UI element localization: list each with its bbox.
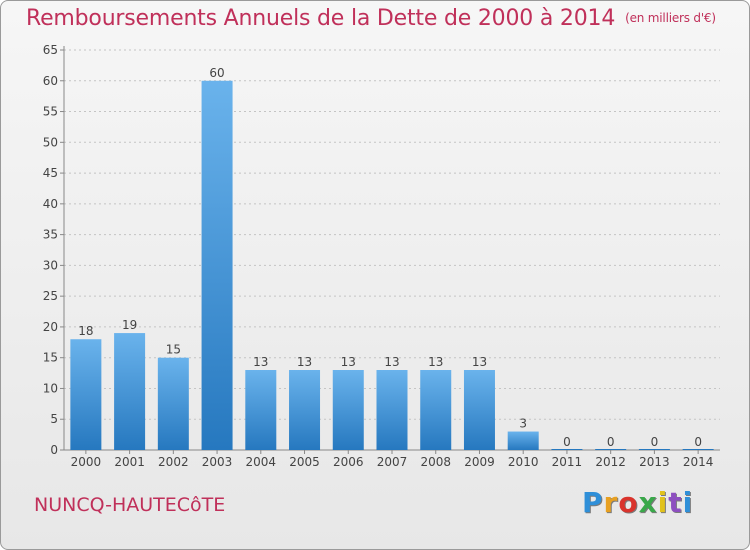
x-tick-label: 2013 [639,455,670,469]
y-tick-label: 10 [43,381,58,395]
bar [114,333,146,450]
x-tick-label: 2001 [114,455,145,469]
data-label: 13 [341,355,356,369]
x-tick-label: 2014 [683,455,714,469]
y-tick-label: 25 [43,289,58,303]
y-tick-label: 45 [43,166,58,180]
data-label: 13 [297,355,312,369]
data-labels: 18 19 15 60 13 13 13 13 13 13 3 0 0 0 0 [78,66,702,449]
x-tick-label: 2008 [420,455,451,469]
data-label: 0 [651,435,659,449]
y-tick-label: 15 [43,351,58,365]
bar [70,339,102,450]
chart-title: Remboursements Annuels de la Dette de 20… [26,6,716,31]
logo-letter: P [582,486,604,519]
data-label: 0 [694,435,702,449]
logo-letter: i [682,486,694,519]
x-tick-label: 2009 [464,455,495,469]
logo-letter: t [668,486,683,519]
logo-letter: o [618,486,639,519]
x-tick-label: 2006 [333,455,364,469]
data-label: 3 [519,417,527,431]
x-tick-label: 2005 [289,455,320,469]
y-tick-label: 50 [43,135,58,149]
data-label: 13 [384,355,399,369]
data-label: 13 [253,355,268,369]
chart-title-unit: (en milliers d'€) [625,11,716,25]
data-label: 13 [428,355,443,369]
y-tick-label: 35 [43,228,58,242]
y-tick-label: 55 [43,105,58,119]
bar [201,80,233,451]
y-tick-label: 20 [43,320,58,334]
commune-name: NUNCQ-HAUTECôTE [34,494,226,516]
y-tick-label: 5 [50,412,58,426]
bar [376,370,408,450]
x-tick-label: 2012 [595,455,626,469]
x-tick-label: 2003 [202,455,233,469]
grid-lines [64,49,720,420]
bar [463,370,495,450]
x-tick-label: 2007 [377,455,408,469]
y-tick-label: 60 [43,74,58,88]
data-label: 13 [472,355,487,369]
y-tick-label: 65 [43,43,58,57]
data-label: 0 [607,435,615,449]
bar [157,357,189,450]
bars [70,80,714,451]
y-tick-label: 0 [50,443,58,457]
proxiti-logo: Proxiti [582,486,693,519]
bar [507,431,539,450]
x-tick-label: 2004 [246,455,277,469]
x-tick-label: 2002 [158,455,189,469]
bar [420,370,452,450]
data-label: 18 [78,324,93,338]
bar [332,370,364,450]
x-tick-label: 2000 [71,455,102,469]
logo-letter: x [638,486,658,519]
x-tick-label: 2011 [552,455,583,469]
logo-letter: r [603,486,619,519]
chart-title-text: Remboursements Annuels de la Dette de 20… [26,6,616,31]
data-label: 15 [166,343,181,357]
data-label: 0 [563,435,571,449]
y-tick-label: 40 [43,197,58,211]
bar [245,370,277,450]
y-tick-label: 30 [43,258,58,272]
logo-letter: i [657,486,669,519]
x-tick-label: 2010 [508,455,539,469]
data-label: 19 [122,318,137,332]
data-label: 60 [209,66,224,80]
bar [289,370,321,450]
